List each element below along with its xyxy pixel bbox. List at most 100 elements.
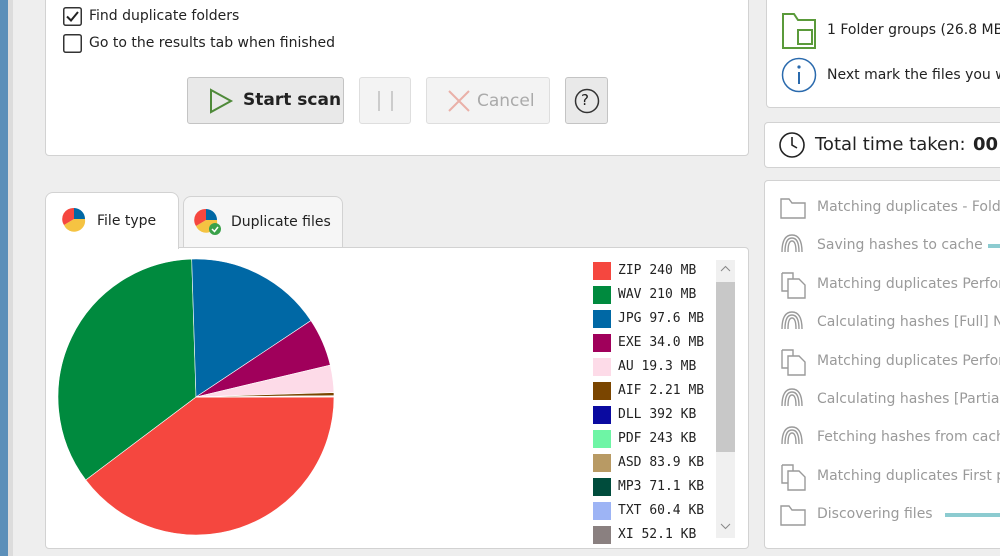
help-button[interactable]: ? <box>565 77 608 124</box>
legend-value: 243 KB <box>649 431 697 446</box>
checkbox-box <box>63 34 82 53</box>
pause-button[interactable] <box>359 77 411 124</box>
checkbox[interactable] <box>63 7 82 26</box>
checkmark <box>66 11 79 22</box>
step-label: Fetching hashes from cache <box>817 429 1000 446</box>
help-label: ? <box>581 91 589 109</box>
legend-value: 60.4 KB <box>649 503 705 518</box>
icon-shape <box>787 240 797 253</box>
legend-swatch <box>593 286 611 304</box>
scroll-down[interactable] <box>720 522 731 530</box>
step-label: Discovering files <box>817 506 933 523</box>
step-icon <box>781 234 803 253</box>
icon-shape <box>781 234 803 253</box>
legend-label: AU <box>618 359 634 374</box>
step-label: Matching duplicates Perform <box>817 352 1000 369</box>
legend-text: ZIP 240 MB <box>618 263 696 278</box>
legend-text: DLL 392 KB <box>618 407 696 422</box>
icon-shape <box>784 391 800 407</box>
pie-slice <box>191 258 312 398</box>
progress-bar <box>988 244 1000 248</box>
legend-label: TXT <box>618 503 642 518</box>
cancel-button[interactable]: Cancel <box>426 77 550 124</box>
play-icon <box>210 88 234 114</box>
clock-icon <box>779 132 805 158</box>
pie-chart <box>57 258 335 536</box>
legend-value: 83.9 KB <box>649 455 705 470</box>
start-button[interactable]: Start scan <box>187 77 344 124</box>
legend-value: 210 MB <box>649 287 697 302</box>
legend-label: EXE <box>618 335 642 350</box>
button-label: Cancel <box>477 91 535 111</box>
legend-swatch <box>593 478 611 496</box>
step-label: Matching duplicates - Folder <box>817 199 1000 215</box>
icon-shape <box>787 394 797 407</box>
legend-text: PDF 243 KB <box>618 431 696 446</box>
legend-swatch <box>593 430 611 448</box>
step-icon <box>781 388 803 407</box>
legend-value: 2.21 MB <box>649 383 705 398</box>
pie-slice <box>85 396 335 536</box>
icon-shape <box>781 426 803 445</box>
folder-groups: 1 Folder groups (26.8 MB) <box>827 22 1000 38</box>
steps-panel <box>764 180 1000 549</box>
step-icon <box>781 348 806 376</box>
icon-shape <box>784 314 800 330</box>
checkbox-box <box>63 7 82 26</box>
option-label: Go to the results tab when finished <box>89 35 336 51</box>
legend-swatch <box>593 262 611 280</box>
legend-text: WAV 210 MB <box>618 287 696 302</box>
step-label: Matching duplicates First pas <box>817 467 1000 484</box>
icon-shape <box>784 429 800 445</box>
icon-shape <box>780 198 806 219</box>
time-label: Total time taken: <box>815 134 966 155</box>
legend-swatch <box>593 358 611 376</box>
legend: ZIP 240 MB WAV 210 MB JPG 97.6 MB EXE 34.0 … <box>590 259 712 548</box>
legend-value: 240 MB <box>649 263 697 278</box>
scroll-up[interactable] <box>720 265 731 273</box>
legend-label: JPG <box>618 311 642 326</box>
icon-shape <box>787 317 797 330</box>
legend-swatch <box>593 526 611 544</box>
legend-text: TXT 60.4 KB <box>618 503 704 518</box>
icon-shape <box>781 311 803 330</box>
icon-shape <box>784 237 800 253</box>
scrollbar[interactable] <box>716 260 735 538</box>
info-icon <box>781 57 817 93</box>
checkbox[interactable] <box>63 34 82 53</box>
icon-shape <box>781 464 806 491</box>
legend-value: 97.6 MB <box>649 311 705 326</box>
legend-swatch <box>593 502 611 520</box>
icon-shape <box>781 272 806 299</box>
option-label: Find duplicate folders <box>89 8 240 24</box>
icon-shape <box>787 432 797 445</box>
tab-label[interactable]: File type <box>97 213 157 229</box>
folder-icon <box>782 13 816 49</box>
step-icon <box>780 198 806 219</box>
step-icon <box>781 464 806 491</box>
scroll-thumb[interactable] <box>716 282 735 452</box>
icon-shape <box>781 348 806 376</box>
legend-text: AU 19.3 MB <box>618 359 696 374</box>
legend-swatch <box>593 310 611 328</box>
legend-swatch <box>593 406 611 424</box>
legend-value: 392 KB <box>649 407 697 422</box>
cancel-icon <box>448 90 470 112</box>
legend-value: 71.1 KB <box>649 479 705 494</box>
legend-text: ASD 83.9 KB <box>618 455 704 470</box>
step-icon <box>781 272 806 299</box>
legend-label: AIF <box>618 383 642 398</box>
button-label: Start scan <box>243 90 342 110</box>
icon-shape <box>780 505 806 526</box>
legend-label: WAV <box>618 287 642 302</box>
legend-label: ZIP <box>618 263 642 278</box>
tab-label[interactable]: Duplicate files <box>231 214 331 230</box>
tab-icon <box>194 208 221 235</box>
step-label: Calculating hashes [Partial] N <box>817 391 1000 407</box>
legend-text: MP3 71.1 KB <box>618 479 704 494</box>
step-icon <box>780 505 806 526</box>
step-label: Saving hashes to cache <box>817 237 983 254</box>
help-icon <box>574 88 600 114</box>
legend-label: DLL <box>618 407 642 422</box>
